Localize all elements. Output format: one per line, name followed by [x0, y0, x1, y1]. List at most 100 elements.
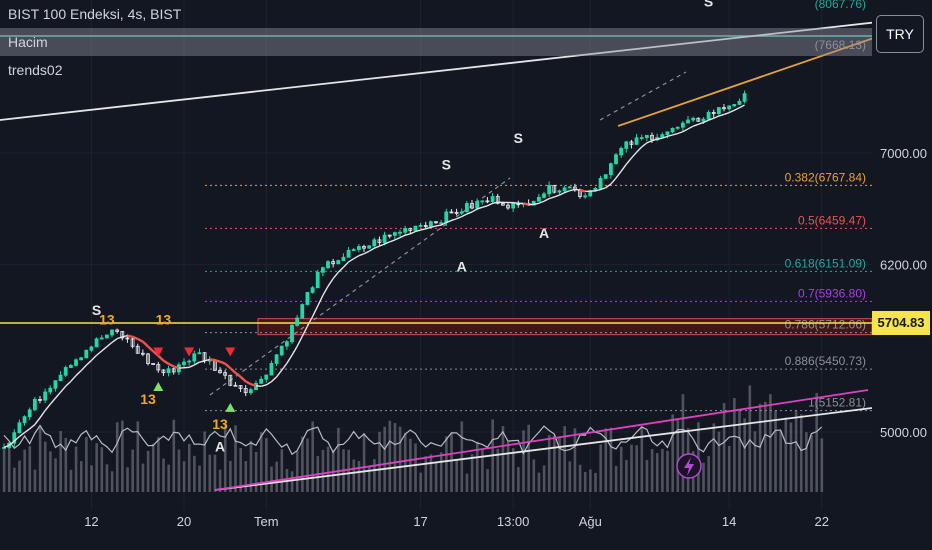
volume-bar [707, 456, 710, 492]
volume-bar [522, 430, 525, 492]
candle-body [187, 360, 192, 363]
lightning-icon [676, 453, 702, 479]
moving-average-segment [137, 337, 144, 343]
legend-volume[interactable]: Hacim [0, 28, 872, 56]
volume-bar [501, 426, 505, 492]
moving-average-segment [147, 345, 154, 353]
candle-body [552, 184, 557, 193]
candle-body [58, 374, 63, 382]
moving-average-segment [255, 385, 262, 388]
moving-average-segment [188, 364, 195, 368]
volume-bar [712, 423, 716, 492]
candle-body [166, 368, 171, 374]
volume-bar [388, 420, 392, 492]
moving-average-segment [204, 358, 210, 362]
candle-body [295, 317, 300, 326]
trend-line-lower [214, 407, 873, 491]
volume-bar [337, 427, 340, 492]
candle-body [434, 221, 438, 224]
candle-body [686, 119, 690, 124]
moving-average-segment [533, 202, 540, 206]
volume-bar [779, 430, 782, 492]
moving-average-segment [322, 285, 329, 296]
fib-label: 0.618(6151.09) [785, 256, 866, 270]
candle-body [727, 105, 732, 110]
candle-body [670, 127, 675, 133]
buy-arrow [225, 402, 236, 412]
volume-bar [172, 419, 176, 492]
moving-average-segment [523, 202, 529, 206]
volume-bar [270, 466, 273, 492]
legend-trends[interactable]: trends02 [8, 62, 63, 78]
volume-bar [100, 447, 104, 492]
moving-average-segment [96, 350, 103, 356]
candle-body [346, 249, 351, 258]
volume-bar [578, 464, 582, 492]
candle-body [146, 353, 150, 364]
volume-bar [789, 422, 793, 492]
moving-average-segment [435, 224, 442, 227]
candle-body [732, 104, 737, 107]
volume-bar [2, 447, 6, 492]
candle-body [598, 177, 603, 189]
candle-body [130, 338, 135, 347]
moving-average-segment [636, 146, 643, 153]
moving-average-segment [630, 151, 638, 159]
volume-bar [167, 464, 170, 492]
moving-average-segment [281, 362, 288, 371]
price-axis: 7000.00 6200.00 5000.00 [872, 0, 932, 550]
volume-bar [702, 462, 705, 492]
candle-body [398, 231, 402, 234]
legend-symbol[interactable]: BIST 100 Endeksi, 4s, BIST [8, 6, 182, 22]
moving-average-segment [85, 359, 92, 366]
candle-body [279, 345, 284, 356]
volume-bar [697, 422, 700, 492]
moving-average-segment [672, 132, 678, 136]
candle-body [392, 232, 397, 236]
moving-average-segment [374, 245, 380, 249]
volume-bar [198, 465, 201, 492]
candle-body [140, 352, 145, 355]
candle-body [547, 184, 552, 195]
moving-average-segment [8, 440, 15, 446]
trend-line-upper [0, 15, 932, 121]
candle-body [74, 359, 78, 366]
moving-average-segment [214, 358, 221, 363]
fib-levels: (8067.76) 0.382(6767.84) 0.5(6459.47) 0.618… [0, 0, 872, 412]
candle-body [356, 246, 361, 250]
candle-body [326, 261, 330, 269]
volume-bar [383, 426, 386, 492]
volume-bar [259, 432, 263, 492]
candle-body [634, 137, 639, 145]
signal-marker: 13 [140, 391, 156, 407]
candle-body [614, 154, 618, 165]
volume-bar [799, 414, 803, 492]
candle-body [238, 385, 243, 389]
signal-marker: A [457, 259, 467, 275]
moving-average-segment [13, 436, 20, 442]
moving-average-segment [209, 358, 216, 362]
currency-button[interactable]: TRY [876, 15, 924, 53]
candle-body [223, 372, 228, 376]
volume-bar [59, 431, 62, 492]
moving-average-segment [90, 354, 98, 361]
moving-average-segment [24, 428, 31, 434]
volume-bar [54, 458, 57, 492]
moving-average-segment [646, 140, 653, 144]
candle-body [115, 329, 120, 332]
moving-average-segment [394, 236, 401, 241]
moving-average-segment [291, 345, 298, 356]
moving-average-segment [677, 131, 684, 135]
volume-bar [357, 460, 361, 492]
volume-bar [7, 443, 11, 492]
volume-bar [532, 459, 536, 492]
volume-bar [126, 467, 129, 492]
moving-average-segment [687, 125, 694, 130]
moving-average-segment [651, 138, 658, 142]
candle-body [716, 107, 721, 115]
candle-body [439, 222, 444, 225]
moving-average-segment [260, 384, 267, 387]
moving-average-segment [739, 104, 745, 109]
